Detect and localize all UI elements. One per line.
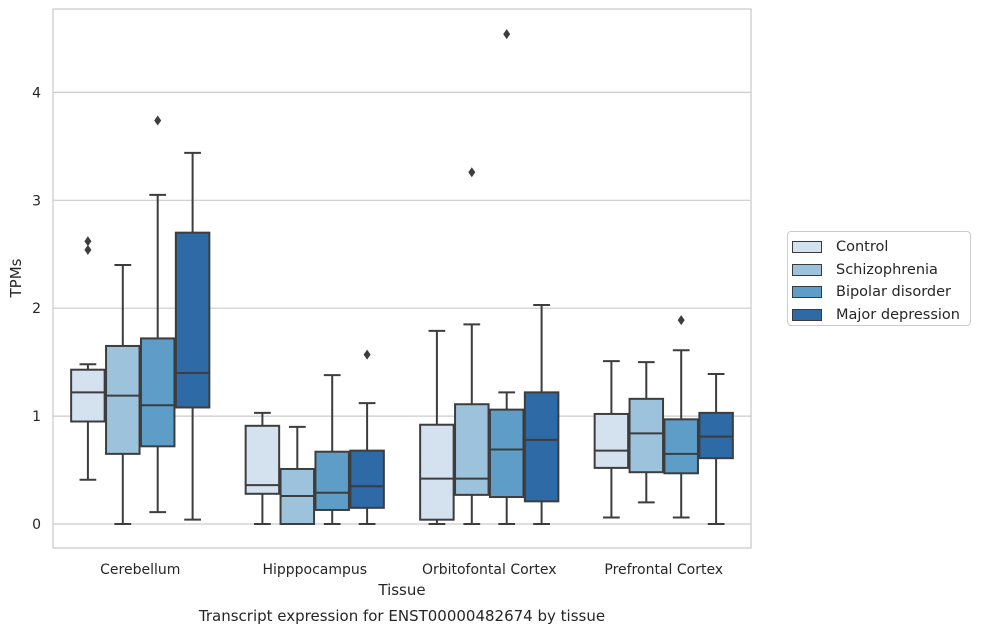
y-axis-title: TPMs	[7, 258, 25, 298]
legend-item: Control	[792, 236, 970, 259]
box-iqr	[314, 450, 350, 511]
box-bipolar-disorder	[488, 29, 525, 525]
legend-item: Bipolar disorder	[792, 281, 970, 304]
box-iqr	[663, 418, 699, 475]
y-tick-label: 3	[32, 193, 41, 209]
box-iqr	[523, 391, 560, 503]
boxes	[70, 29, 734, 526]
box-iqr	[454, 403, 490, 496]
box-control	[244, 411, 281, 525]
outlier-point	[503, 29, 511, 40]
legend-swatch	[792, 241, 822, 254]
outlier-point	[468, 167, 476, 178]
x-tick-label: Prefrontal Cortex	[604, 562, 723, 578]
x-axis-title: Tissue	[377, 581, 425, 599]
y-tick-label: 2	[32, 301, 41, 317]
box-major-depression	[698, 373, 734, 525]
box-schizophrenia	[279, 425, 316, 526]
box-iqr	[139, 337, 176, 448]
legend-swatch	[792, 286, 822, 299]
x-tick-label: Orbitofontal Cortex	[422, 562, 557, 578]
outlier-point	[84, 236, 92, 247]
box-major-depression	[523, 303, 560, 525]
y-tick-label: 1	[32, 409, 41, 425]
box-major-depression	[349, 349, 385, 525]
outlier-point	[84, 244, 92, 255]
plot-area-frame	[52, 8, 752, 549]
x-tick-label: Cerebellum	[100, 562, 180, 578]
box-iqr	[628, 397, 665, 474]
box-iqr	[244, 424, 281, 495]
box-control	[70, 236, 106, 481]
box-schizophrenia	[628, 361, 665, 504]
outlier-point	[154, 115, 162, 126]
x-tick-labels: Cerebellum Hipppocampus Orbitofontal Corte…	[100, 562, 723, 578]
box-bipolar-disorder	[314, 374, 350, 525]
legend-label: Bipolar disorder	[836, 284, 951, 301]
box-bipolar-disorder	[663, 315, 699, 519]
legend-label: Control	[836, 239, 889, 256]
y-tick-label: 0	[32, 517, 41, 533]
box-control	[593, 360, 630, 519]
legend-swatch	[792, 308, 822, 321]
box-iqr	[698, 411, 734, 460]
outlier-point	[363, 349, 371, 360]
legend: Control Schizophrenia Bipolar disorder Majo…	[787, 231, 971, 326]
box-iqr	[70, 368, 106, 423]
box-bipolar-disorder	[139, 115, 176, 514]
box-schizophrenia	[454, 167, 490, 525]
box-iqr	[349, 449, 385, 509]
legend-item: Major depression	[792, 304, 970, 327]
legend-item: Schizophrenia	[792, 259, 970, 282]
chart-caption: Transcript expression for ENST0000048267…	[198, 607, 605, 625]
x-tick-label: Hipppocampus	[262, 562, 367, 578]
box-iqr	[419, 423, 455, 521]
y-tick-label: 4	[32, 85, 41, 101]
box-iqr	[593, 412, 630, 469]
box-control	[419, 329, 455, 525]
box-major-depression	[174, 151, 211, 521]
outlier-point	[677, 315, 685, 326]
box-schizophrenia	[105, 264, 141, 525]
box-iqr	[488, 408, 525, 499]
box-iqr	[174, 231, 211, 409]
legend-label: Schizophrenia	[836, 261, 938, 278]
legend-swatch	[792, 263, 822, 276]
legend-label: Major depression	[836, 306, 960, 323]
box-iqr	[105, 344, 141, 455]
y-tick-labels: 0 1 2 3 4	[32, 85, 41, 533]
